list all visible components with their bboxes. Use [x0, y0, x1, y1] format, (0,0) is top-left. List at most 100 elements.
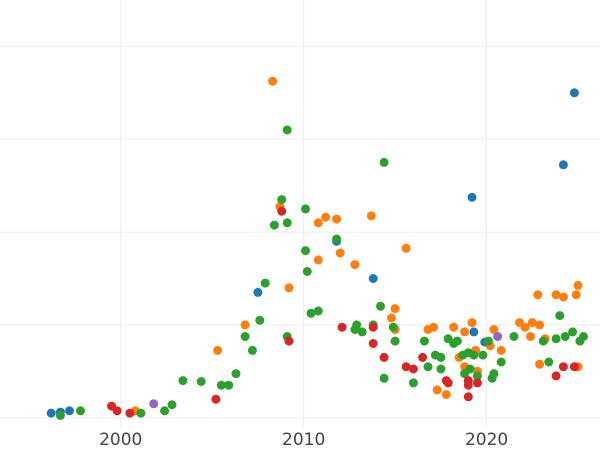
scatter-point: [493, 332, 503, 341]
scatter-point: [282, 218, 292, 228]
scatter-point: [571, 290, 581, 300]
scatter-point: [125, 408, 135, 418]
scatter-point: [472, 378, 482, 388]
scatter-point: [535, 320, 545, 330]
scatter-point: [558, 362, 568, 372]
scatter-point: [224, 380, 234, 390]
scatter-point: [390, 336, 400, 346]
scatter-point: [313, 218, 323, 228]
scatter-point: [352, 320, 362, 330]
scatter-point: [569, 88, 579, 98]
scatter-point: [350, 260, 360, 270]
scatter-point: [240, 332, 250, 341]
scatter-point: [268, 76, 278, 86]
scatter-point: [337, 322, 347, 332]
scatter-point: [231, 369, 241, 379]
scatter-point: [376, 301, 385, 311]
scatter-point: [551, 334, 561, 344]
scatter-point: [569, 362, 579, 372]
scatter-point: [573, 280, 583, 290]
scatter-point: [467, 192, 477, 202]
scatter-point: [418, 352, 428, 362]
scatter-point: [211, 394, 221, 404]
scatter-point: [196, 377, 206, 386]
scatter-point: [436, 364, 446, 374]
scatter-point: [489, 369, 499, 379]
scatter-point: [282, 125, 292, 135]
scatter-point: [478, 350, 488, 360]
scatter-point: [216, 380, 226, 390]
scatter-point: [357, 327, 367, 337]
points-layer: [46, 76, 588, 420]
scatter-point: [551, 290, 561, 300]
scatter-point: [313, 255, 323, 265]
scatter-point: [568, 327, 578, 337]
scatter-point: [332, 234, 342, 244]
scatter-point: [443, 378, 453, 388]
scatter-point: [496, 345, 506, 355]
scatter-point: [167, 400, 177, 410]
scatter-point: [136, 408, 146, 418]
scatter-point: [489, 325, 499, 334]
grid-layer: [0, 0, 600, 427]
scatter-point: [366, 211, 376, 221]
scatter-point: [544, 357, 554, 367]
scatter-point: [306, 308, 316, 318]
scatter-point: [533, 290, 543, 300]
scatter-point: [332, 214, 342, 224]
scatter-point: [463, 376, 473, 386]
scatter-point: [149, 399, 159, 409]
scatter-point: [526, 332, 535, 341]
scatter-point: [379, 157, 389, 167]
scatter-point: [423, 362, 433, 372]
scatter-point: [520, 322, 530, 332]
scatter-point: [284, 336, 294, 346]
scatter-point: [76, 406, 85, 416]
scatter-point: [535, 359, 545, 369]
scatter-point: [368, 339, 378, 348]
scatter-point: [429, 322, 438, 332]
scatter-point: [465, 364, 475, 374]
scatter-point: [301, 246, 310, 256]
scatter-point: [432, 385, 442, 395]
scatter-point: [379, 373, 389, 383]
scatter-point: [472, 371, 482, 381]
scatter-point: [527, 318, 537, 328]
scatter-point: [551, 371, 561, 381]
scatter-point: [178, 376, 188, 386]
x-tick-label-2020: 2020: [465, 430, 508, 450]
scatter-point: [247, 345, 257, 355]
x-tick-label-2000: 2000: [99, 430, 142, 450]
scatter-point: [483, 336, 493, 346]
scatter-point: [46, 408, 56, 418]
scatter-point: [401, 243, 411, 253]
scatter-point: [560, 332, 570, 341]
scatter-point: [112, 406, 122, 416]
x-tick-label-2010: 2010: [282, 430, 325, 450]
scatter-point: [284, 283, 294, 293]
scatter-point: [335, 248, 345, 258]
scatter-point: [408, 364, 418, 374]
x-tick-labels: 2000 2010 2020: [99, 430, 508, 450]
scatter-point: [388, 322, 398, 332]
scatter-point: [509, 332, 519, 341]
scatter-point: [401, 362, 411, 372]
scatter-point: [55, 410, 65, 420]
scatter-point: [449, 322, 459, 332]
scatter-point: [436, 352, 446, 362]
scatter-point: [301, 204, 310, 214]
scatter-point: [387, 313, 396, 323]
scatter-point: [452, 336, 462, 346]
scatter-point: [269, 220, 279, 230]
scatter-point: [65, 406, 74, 416]
scatter-point: [213, 345, 223, 355]
scatter-point: [408, 378, 418, 388]
scatter-point: [255, 315, 265, 325]
scatter-point: [253, 287, 263, 297]
scatter-point: [469, 327, 479, 337]
scatter-point: [558, 292, 568, 302]
scatter-point: [463, 392, 473, 402]
scatter-point: [302, 267, 312, 276]
